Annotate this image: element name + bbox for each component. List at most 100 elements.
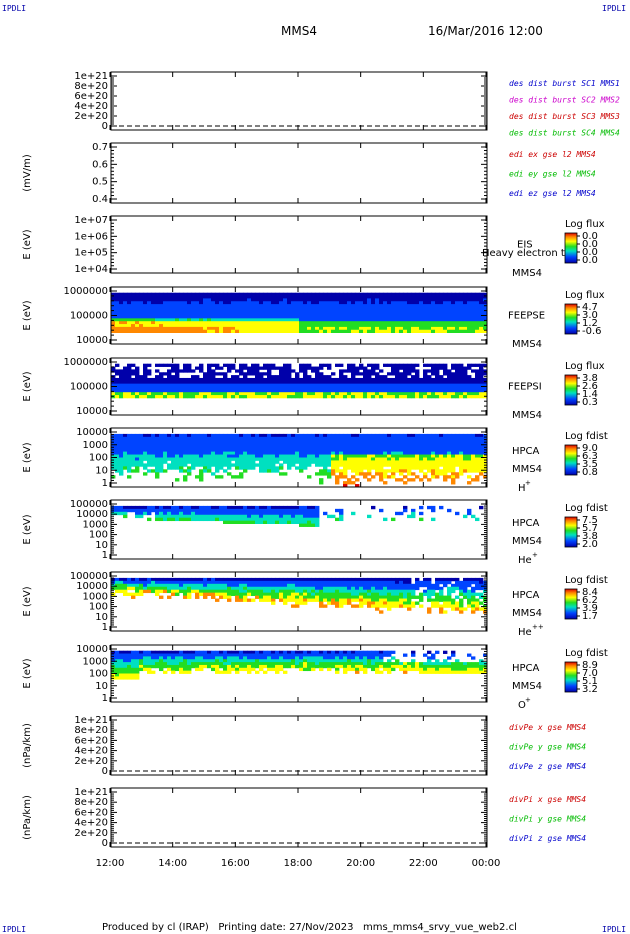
sc-hpca_he2: MMS4 bbox=[512, 608, 542, 619]
xtick-label: 20:00 bbox=[346, 858, 375, 869]
ytick-label-hpca_he2: 1 bbox=[102, 622, 108, 633]
ytick-label-des: 2e+20 bbox=[74, 111, 108, 122]
cbar-tick-feepsi: 2.6 bbox=[582, 381, 598, 392]
ytick-label-hpca_he: 10000 bbox=[76, 509, 108, 520]
ylabel-divpi: (nPa/km) bbox=[22, 795, 33, 840]
cbar-title-eis: Log flux bbox=[565, 219, 605, 230]
frame-hpca_he bbox=[110, 499, 488, 560]
ytick-label-edi: 0.4 bbox=[92, 194, 108, 205]
instrument-hpca_o: HPCA bbox=[512, 663, 540, 674]
charge-hpca_he2: ++ bbox=[532, 623, 544, 631]
species-hpca_he2: He bbox=[518, 627, 532, 638]
cbar-tick-hpca_he2: 8.4 bbox=[582, 587, 598, 598]
legend-des: des dist burst SC4 MMS4 bbox=[509, 129, 620, 138]
footer-text: Produced by cl (IRAP) Printing date: 27/… bbox=[102, 922, 517, 933]
panel-feepse: 1000000 100000 10000 E (eV) FEEPSE MMS4 Log fl… bbox=[22, 286, 605, 350]
colorbar-feepsi bbox=[564, 374, 578, 406]
cbar-title-feepsi: Log flux bbox=[565, 361, 605, 372]
charge-hpca_o: + bbox=[525, 696, 531, 704]
ytick-label-des: 1e+21 bbox=[74, 71, 108, 82]
cbar-tick-feepse: -0.6 bbox=[582, 326, 602, 337]
species-hpca_o: O bbox=[518, 700, 526, 711]
corner-label-tl: IPDLI bbox=[2, 4, 26, 13]
ytick-label-hpca_o: 10 bbox=[95, 681, 108, 692]
instrument-hpca_he: HPCA bbox=[512, 518, 540, 529]
cbar-tick-hpca_he: 2.0 bbox=[582, 539, 598, 550]
sc-feepse: MMS4 bbox=[512, 339, 542, 350]
ytick-label-feepsi: 100000 bbox=[70, 382, 108, 393]
heatmap-feepse bbox=[111, 292, 488, 333]
ytick-label-hpca_h: 10000 bbox=[76, 427, 108, 438]
panel-feepsi: 1000000 100000 10000 E (eV) FEEPSI MMS4 Log fl… bbox=[22, 357, 605, 421]
ytick-label-divpi: 4e+20 bbox=[74, 818, 108, 829]
heatmap-feepsi bbox=[111, 363, 488, 399]
ytick-label-des: 4e+20 bbox=[74, 101, 108, 112]
ylabel-hpca_h: E (eV) bbox=[22, 442, 33, 472]
legend-edi: edi ey gse l2 MMS4 bbox=[509, 170, 596, 179]
cbar-tick-eis: 0.0 bbox=[582, 239, 598, 250]
ytick-label-hpca_he2: 100000 bbox=[70, 571, 108, 582]
cbar-tick-hpca_o: 8.9 bbox=[582, 660, 598, 671]
cbar-tick-feepsi: 0.3 bbox=[582, 397, 598, 408]
charge-hpca_h: + bbox=[525, 479, 531, 487]
colorbar-feepse bbox=[564, 303, 578, 335]
time-axis: 12:00 14:00 16:00 18:00 20:00 22:00 00:00 bbox=[96, 72, 500, 869]
instrument-hpca_he2: HPCA bbox=[512, 590, 540, 601]
frame-eis bbox=[110, 215, 488, 274]
species-hpca_h: H bbox=[518, 483, 526, 494]
header-date: 16/Mar/2016 12:00 bbox=[428, 24, 543, 38]
ytick-label-edi: 0.5 bbox=[92, 177, 108, 188]
ylabel-eis: E (eV) bbox=[22, 229, 33, 259]
frame-hpca_he2 bbox=[110, 571, 488, 632]
corner-label-tr: IPDLI bbox=[602, 4, 626, 13]
ytick-label-hpca_h: 100 bbox=[89, 453, 108, 464]
xtick-label: 18:00 bbox=[284, 858, 313, 869]
cbar-tick-hpca_he2: 1.7 bbox=[582, 611, 598, 622]
ylabel-feepse: E (eV) bbox=[22, 300, 33, 330]
corner-label-bl: IPDLI bbox=[2, 925, 26, 934]
ytick-label-hpca_h: 1000 bbox=[83, 440, 108, 451]
legend-des: des dist burst SC3 MMS3 bbox=[509, 112, 620, 121]
sc-hpca_he: MMS4 bbox=[512, 536, 542, 547]
cbar-tick-eis: 0.0 bbox=[582, 255, 598, 266]
cbar-tick-hpca_o: 5.1 bbox=[582, 676, 598, 687]
ytick-label-hpca_he2: 10000 bbox=[76, 581, 108, 592]
heatmap-hpca_o bbox=[111, 650, 488, 680]
cbar-tick-hpca_he2: 6.2 bbox=[582, 595, 598, 606]
ytick-label-edi: 0.7 bbox=[92, 142, 108, 153]
cbar-tick-hpca_he: 3.8 bbox=[582, 531, 598, 542]
ytick-label-feepse: 100000 bbox=[70, 311, 108, 322]
frame-divpi bbox=[110, 787, 488, 848]
ytick-label-edi: 0.6 bbox=[92, 159, 108, 170]
charge-hpca_he: + bbox=[532, 551, 538, 559]
cbar-tick-hpca_h: 3.5 bbox=[582, 459, 598, 470]
ytick-label-des: 6e+20 bbox=[74, 91, 108, 102]
ylabel-divpe: (nPa/km) bbox=[22, 723, 33, 768]
sc-feepsi: MMS4 bbox=[512, 410, 542, 421]
cbar-tick-feepse: 4.7 bbox=[582, 302, 598, 313]
ytick-label-feepse: 1000000 bbox=[63, 286, 108, 297]
cbar-title-feepse: Log flux bbox=[565, 290, 605, 301]
colorbar-hpca_o bbox=[564, 661, 578, 693]
cbar-tick-hpca_h: 6.3 bbox=[582, 451, 598, 462]
xtick-label: 12:00 bbox=[96, 858, 125, 869]
ytick-label-hpca_o: 1 bbox=[102, 693, 108, 704]
xtick-label: 22:00 bbox=[409, 858, 438, 869]
corner-label-br: IPDLI bbox=[602, 925, 626, 934]
cbar-tick-hpca_he: 7.5 bbox=[582, 515, 598, 526]
ytick-label-eis: 1e+07 bbox=[74, 215, 108, 226]
instrument-eis: EIS bbox=[517, 240, 533, 251]
cbar-tick-hpca_o: 7.0 bbox=[582, 668, 598, 679]
frame-des bbox=[110, 71, 488, 131]
ytick-label-feepse: 10000 bbox=[76, 335, 108, 346]
ytick-label-hpca_h: 1 bbox=[102, 478, 108, 489]
ytick-label-divpi: 2e+20 bbox=[74, 828, 108, 839]
colorbar-hpca_he2 bbox=[564, 588, 578, 620]
ytick-label-divpe: 6e+20 bbox=[74, 735, 108, 746]
ytick-label-hpca_he: 1000 bbox=[83, 519, 108, 530]
ytick-label-hpca_he2: 100 bbox=[89, 602, 108, 613]
